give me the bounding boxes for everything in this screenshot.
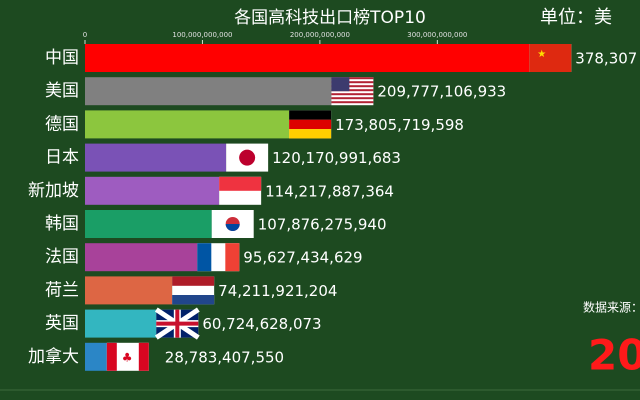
flag-stripe [172, 295, 215, 305]
value-label: 173,805,719,598 [335, 116, 464, 134]
value-label: 74,211,921,204 [218, 282, 337, 300]
y-tick-label: 加拿大 [28, 346, 79, 367]
y-tick-label: 法国 [45, 247, 79, 267]
flag-icon [289, 110, 332, 139]
flag-icon [154, 307, 200, 340]
bar [85, 44, 530, 72]
bar [85, 210, 212, 238]
flag-stripe [331, 97, 374, 100]
flag-stripe [331, 89, 374, 92]
flag-stripe [331, 81, 374, 84]
source-label: 数据来源： [583, 300, 640, 315]
bar [85, 243, 198, 272]
chart-title: 各国高科技出口榜TOP10 [234, 8, 426, 28]
bar [85, 77, 332, 106]
bar [85, 276, 173, 305]
value-label: 209,777,106,933 [377, 83, 506, 101]
value-label: 28,783,407,550 [165, 348, 284, 366]
flag-stripe [138, 342, 149, 371]
flag-stripe [219, 176, 262, 191]
flag-disc [225, 224, 240, 231]
x-tick-label: 300,000,000,000 [407, 31, 467, 39]
value-label: 120,170,991,683 [272, 149, 401, 167]
x-tick-label: 100,000,000,000 [172, 31, 232, 39]
flag-stripe [331, 101, 374, 104]
flag-icon [226, 143, 269, 172]
flag-stripe [172, 276, 215, 286]
value-label: 114,217,887,364 [265, 182, 394, 200]
flag-stripe [331, 85, 374, 88]
flag-leaf: ♣ [122, 350, 133, 364]
bar [85, 143, 227, 172]
year-label: 20 [588, 331, 640, 380]
flag-icon: ★ [529, 44, 572, 72]
y-tick-label: 荷兰 [45, 280, 79, 300]
value-label: 378,307 [575, 50, 637, 68]
unit-label: 单位：美 [540, 7, 612, 28]
flag-icon [331, 77, 374, 106]
value-label: 95,627,434,629 [243, 249, 362, 267]
y-tick-label: 韩国 [45, 214, 79, 234]
x-tick-label: 200,000,000,000 [290, 31, 350, 39]
flag-icon [219, 176, 262, 205]
flag-stripe [331, 93, 374, 96]
flag-stripe [106, 342, 117, 371]
bar [85, 110, 290, 139]
flag-stripe [289, 110, 332, 120]
flag-icon [211, 210, 254, 238]
value-label: 107,876,275,940 [258, 216, 387, 234]
value-label: 60,724,628,073 [202, 315, 321, 333]
y-tick-label: 日本 [45, 148, 79, 168]
flag-stripe [289, 119, 332, 130]
flag-star: ★ [537, 49, 546, 60]
flag-icon: ♣ [106, 342, 149, 371]
flag [529, 44, 572, 72]
y-tick-label: 新加坡 [28, 181, 79, 201]
y-tick-label: 德国 [45, 114, 79, 134]
x-tick-label: 0 [83, 31, 87, 39]
bar [85, 309, 157, 338]
y-tick-label: 英国 [45, 314, 79, 334]
flag-stripe [331, 77, 374, 80]
flag-disc [239, 149, 256, 166]
y-tick-label: 中国 [45, 48, 79, 68]
flag [331, 77, 350, 92]
flag-stripe [289, 129, 332, 139]
flag-icon [197, 243, 240, 272]
flag-cross [156, 309, 199, 338]
y-tick-label: 美国 [45, 81, 79, 101]
flag-stripe [197, 243, 212, 272]
flag-stripe [225, 243, 240, 272]
flag-icon [172, 276, 215, 305]
bar [85, 176, 220, 205]
